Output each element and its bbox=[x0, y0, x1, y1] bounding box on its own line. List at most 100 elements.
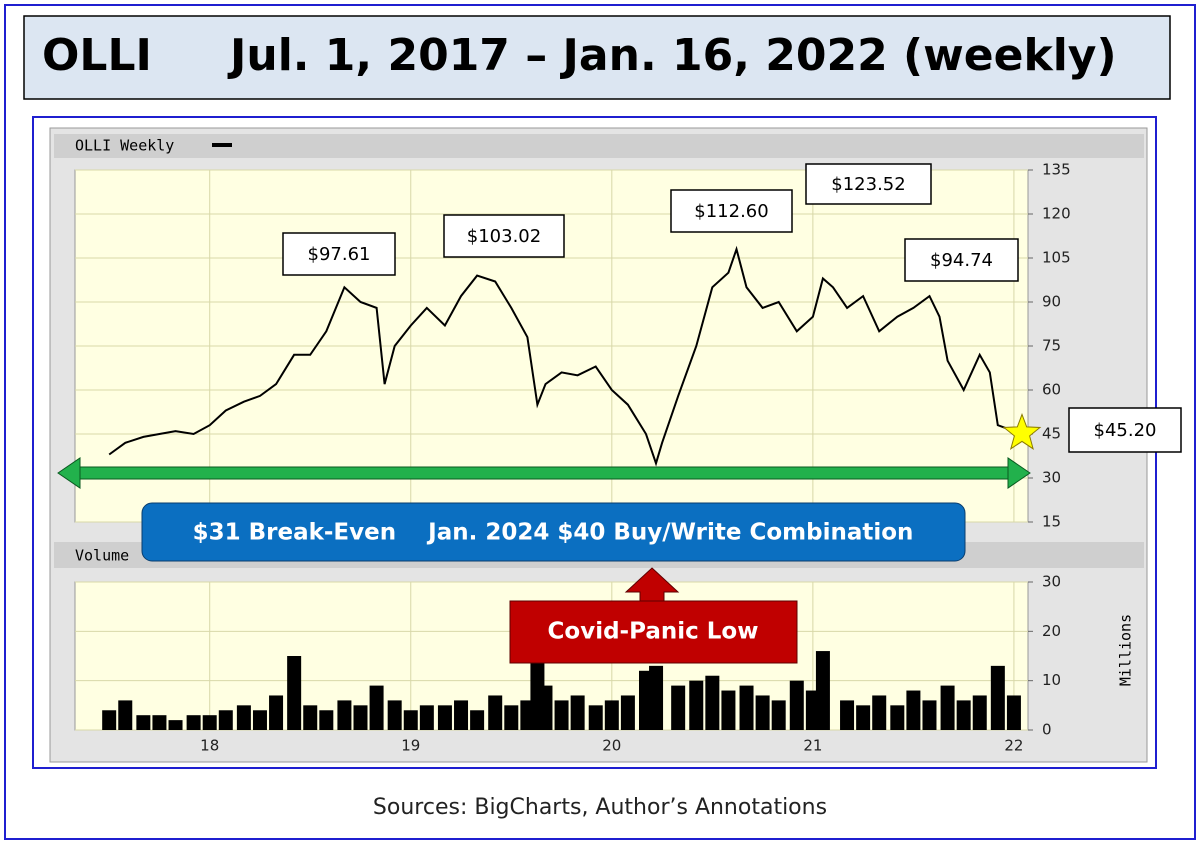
volume-bar bbox=[705, 675, 720, 730]
volume-bar bbox=[990, 665, 1005, 730]
volume-bar bbox=[488, 695, 503, 730]
price-callout: $97.61 bbox=[308, 244, 371, 265]
volume-bar bbox=[649, 665, 664, 730]
volume-bar bbox=[236, 705, 251, 730]
volume-bar bbox=[815, 651, 830, 730]
price-callout-box bbox=[443, 214, 565, 258]
y-tick-label: 120 bbox=[1042, 205, 1071, 223]
volume-bar bbox=[972, 695, 987, 730]
arrow-head-left bbox=[57, 457, 81, 489]
volume-bar bbox=[755, 695, 770, 730]
volume-bar bbox=[789, 680, 804, 730]
arrow-shaft bbox=[75, 466, 1013, 480]
volume-bar bbox=[940, 685, 955, 730]
volume-bar bbox=[604, 700, 619, 730]
covid-box bbox=[509, 600, 798, 664]
y-tick-label: 15 bbox=[1042, 513, 1061, 531]
y-tick-label: 0 bbox=[1042, 721, 1052, 739]
arrow-head-right bbox=[1007, 457, 1031, 489]
volume-bar bbox=[303, 705, 318, 730]
price-callout: $112.60 bbox=[694, 201, 768, 222]
x-tick-label: 21 bbox=[803, 737, 822, 755]
volume-bar bbox=[554, 700, 569, 730]
volume-bar bbox=[168, 720, 183, 730]
volume-bar bbox=[856, 705, 871, 730]
volume-bar bbox=[353, 705, 368, 730]
y-tick-label: 60 bbox=[1042, 381, 1061, 399]
volume-bar bbox=[840, 700, 855, 730]
volume-bar bbox=[136, 715, 151, 730]
volume-bar bbox=[403, 710, 418, 730]
volume-bar bbox=[186, 715, 201, 730]
plot-layer: 15 30 45 60 75 90 105 120 135 0 10 20 30 18 19 20 21 22 $9… bbox=[75, 161, 1182, 755]
y-tick-label: 105 bbox=[1042, 249, 1071, 267]
y-tick-label: 30 bbox=[1042, 573, 1061, 591]
volume-bar bbox=[319, 710, 334, 730]
volume-bar bbox=[956, 700, 971, 730]
price-callout-box bbox=[1068, 407, 1182, 453]
y-tick-label: 90 bbox=[1042, 293, 1061, 311]
title-ticker: OLLI bbox=[42, 30, 152, 81]
price-callout-box bbox=[670, 189, 793, 233]
price-callout: $103.02 bbox=[467, 226, 541, 247]
title-box bbox=[23, 15, 1171, 100]
break-even-arrow bbox=[57, 457, 1031, 489]
volume-bar bbox=[337, 700, 352, 730]
banner bbox=[141, 502, 966, 562]
volume-bar bbox=[872, 695, 887, 730]
y-tick-label: 10 bbox=[1042, 671, 1061, 689]
volume-bar bbox=[218, 710, 233, 730]
series-swatch bbox=[212, 143, 232, 147]
last-price-star bbox=[1002, 412, 1042, 450]
volume-bar bbox=[269, 695, 284, 730]
volume-bar bbox=[437, 705, 452, 730]
volume-bar bbox=[922, 700, 937, 730]
volume-bar bbox=[671, 685, 686, 730]
price-label: OLLI Weekly bbox=[75, 137, 174, 155]
volume-bar bbox=[906, 690, 921, 730]
volume-bar bbox=[689, 680, 704, 730]
volume-bar bbox=[387, 700, 402, 730]
volume-bar bbox=[890, 705, 905, 730]
volume-bar bbox=[588, 705, 603, 730]
volume-bar bbox=[252, 710, 267, 730]
volume-bar bbox=[454, 700, 469, 730]
volume-bar bbox=[202, 715, 217, 730]
x-tick-label: 22 bbox=[1004, 737, 1023, 755]
volume-bar bbox=[118, 700, 133, 730]
banner-text: $31 Break-Even Jan. 2024 $40 Buy/Write C… bbox=[193, 520, 914, 546]
x-tick-label: 19 bbox=[401, 737, 420, 755]
source: Sources: BigCharts, Author’s Annotations bbox=[373, 795, 827, 820]
volume-bar bbox=[538, 685, 553, 730]
price-callout: $123.52 bbox=[831, 174, 905, 195]
volume-bar bbox=[419, 705, 434, 730]
y-tick-label: 45 bbox=[1042, 425, 1061, 443]
volume-bar bbox=[771, 700, 786, 730]
volume-bar bbox=[620, 695, 635, 730]
volume-bar bbox=[1006, 695, 1021, 730]
title-period: Jul. 1, 2017 – Jan. 16, 2022 (weekly) bbox=[227, 30, 1117, 81]
volume-axis-label: Millions bbox=[1117, 614, 1135, 686]
y-tick-label: 30 bbox=[1042, 469, 1061, 487]
volume-bar bbox=[504, 705, 519, 730]
volume-bar bbox=[721, 690, 736, 730]
price-callout-box bbox=[282, 232, 396, 276]
volume-bar bbox=[287, 656, 302, 730]
volume-bar bbox=[369, 685, 384, 730]
y-tick-label: 20 bbox=[1042, 622, 1061, 640]
volume-bar bbox=[570, 695, 585, 730]
price-line bbox=[108, 245, 1023, 467]
volume-bar bbox=[739, 685, 754, 730]
price-callout: $45.20 bbox=[1094, 420, 1157, 441]
volume-bar bbox=[102, 710, 117, 730]
covid-text: Covid-Panic Low bbox=[548, 619, 759, 645]
price-callout-box bbox=[805, 163, 932, 205]
x-tick-label: 18 bbox=[200, 737, 219, 755]
volume-bar bbox=[470, 710, 485, 730]
volume-label: Volume bbox=[75, 547, 129, 565]
price-callout: $94.74 bbox=[930, 250, 993, 271]
y-tick-label: 75 bbox=[1042, 337, 1061, 355]
y-tick-label: 135 bbox=[1042, 161, 1071, 179]
x-tick-label: 20 bbox=[602, 737, 621, 755]
